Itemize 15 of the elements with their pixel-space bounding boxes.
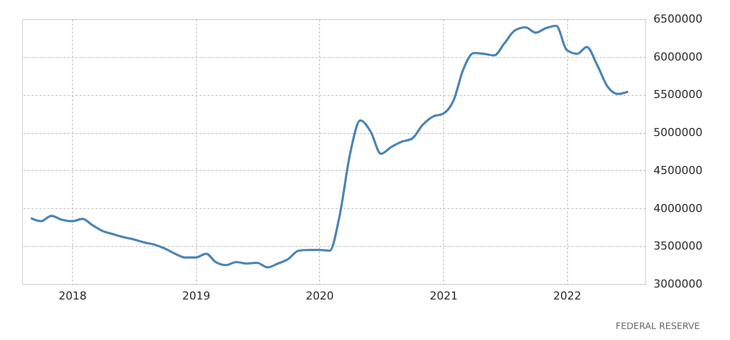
y-tick-label: 3500000 (654, 240, 702, 253)
x-tick-label: 2019 (182, 290, 210, 302)
x-tick-label: 2020 (306, 290, 334, 302)
x-tick-label: 2022 (553, 290, 582, 302)
y-tick-label: 5500000 (654, 88, 702, 102)
x-tick-label: 2018 (58, 290, 87, 302)
line-series (30, 24, 630, 268)
y-tick-label: 3000000 (654, 278, 702, 290)
y-tick-label: 5000000 (654, 126, 702, 140)
text: FEDERAL RESERVE (616, 322, 700, 332)
y-tick-label: 4500000 (654, 164, 702, 177)
x-tick-label: 2021 (430, 290, 458, 302)
y-tick-label: 6000000 (654, 50, 702, 64)
y-tick-label: 6500000 (654, 12, 702, 26)
y-tick-label: 4000000 (654, 202, 702, 215)
